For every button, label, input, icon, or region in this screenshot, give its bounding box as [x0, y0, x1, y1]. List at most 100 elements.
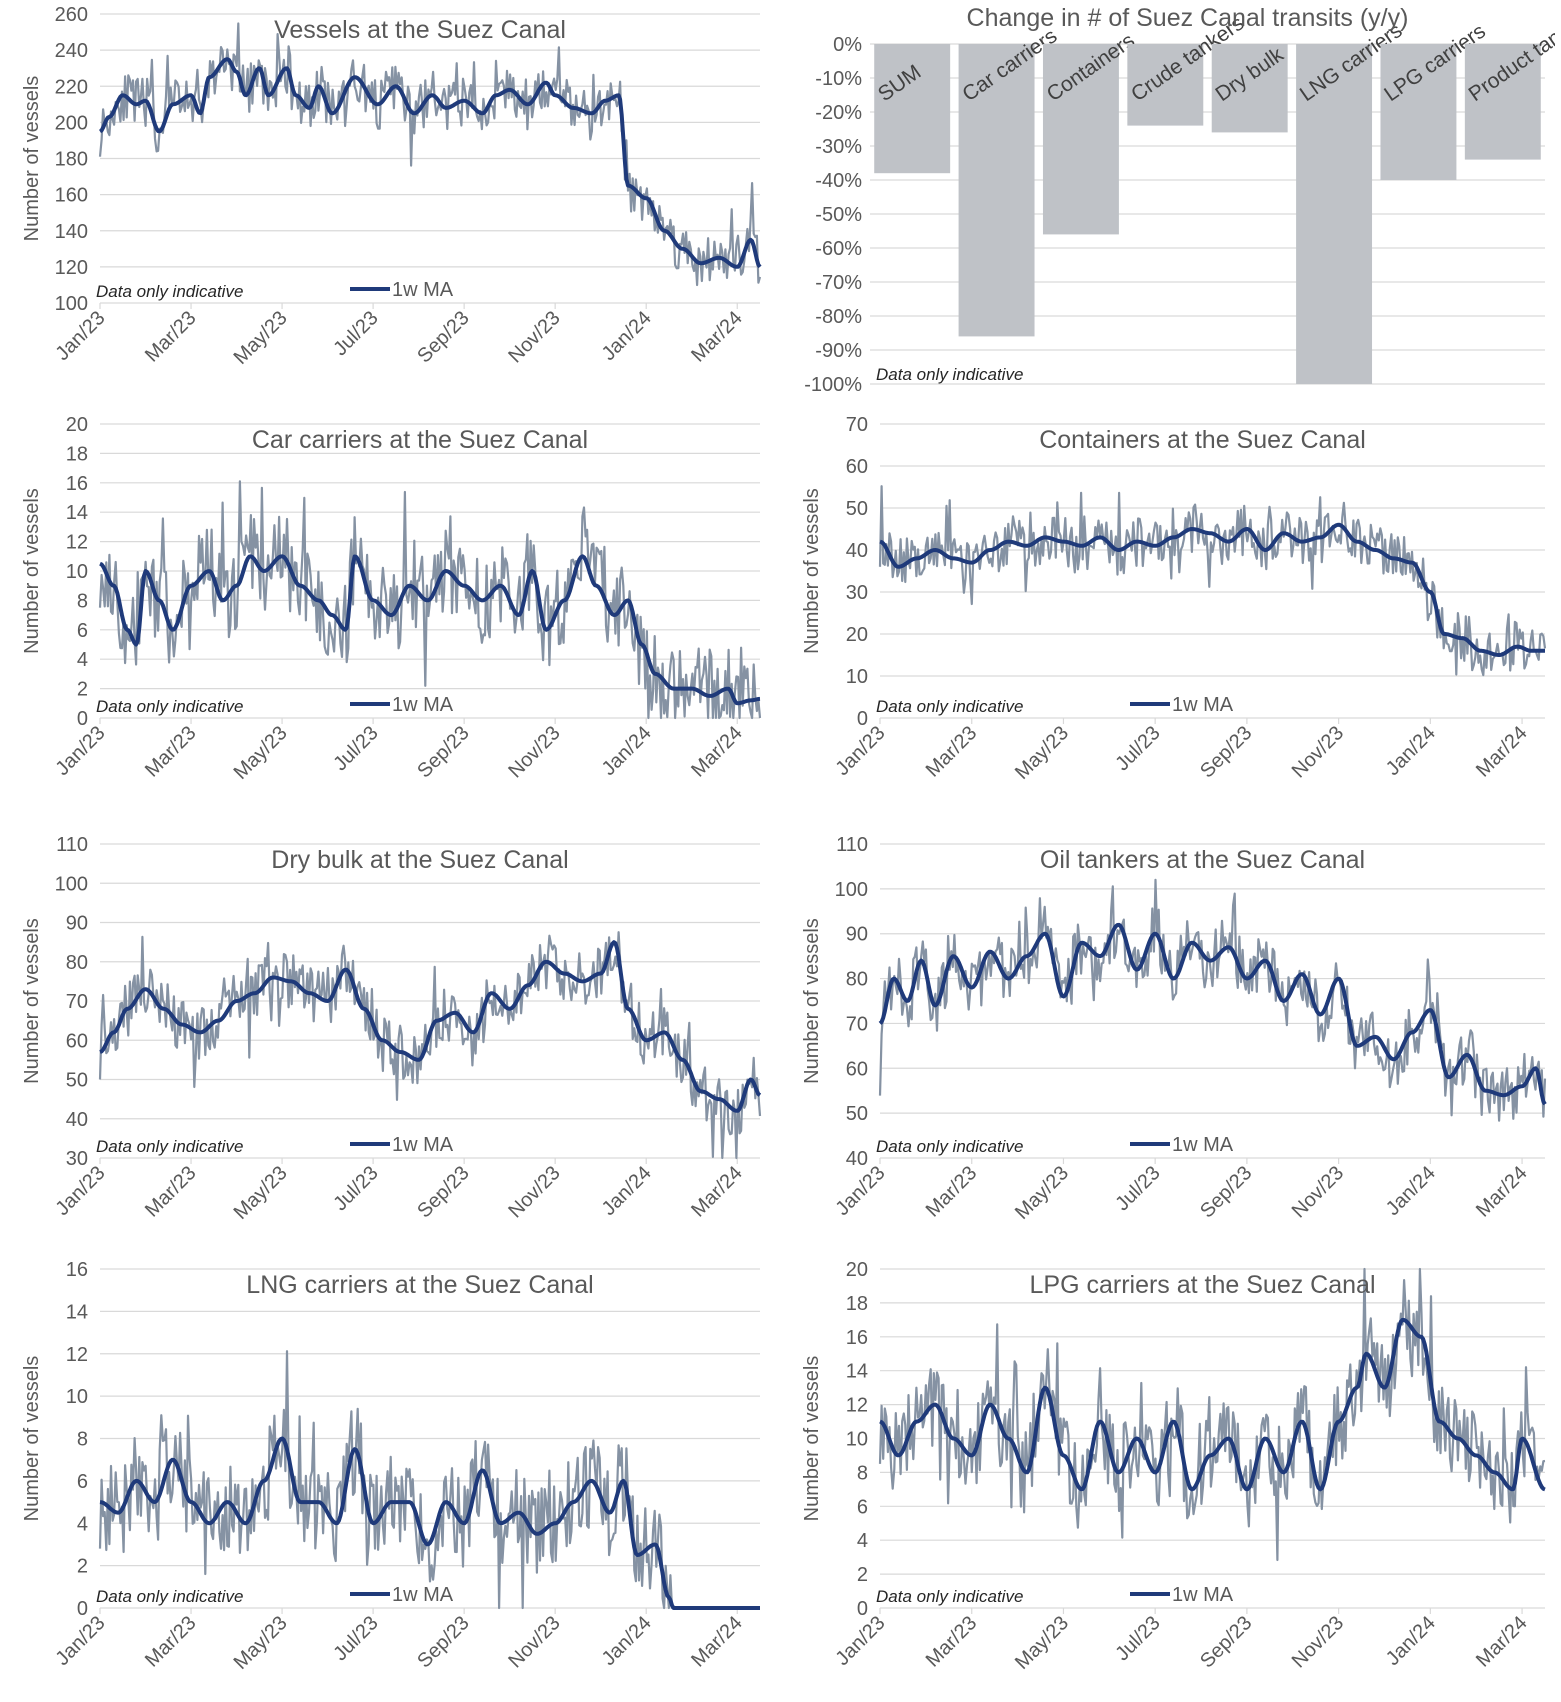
- y-tick-label: -40%: [815, 170, 862, 192]
- y-tick-label: 80: [846, 969, 868, 991]
- x-tick-label: Mar/24: [687, 722, 747, 782]
- legend-label: 1w MA: [392, 694, 454, 716]
- y-tick-label: 14: [66, 1301, 88, 1323]
- bar: [1464, 44, 1541, 160]
- legend-label: 1w MA: [1172, 1584, 1234, 1606]
- x-tick-label: Jul/23: [329, 1162, 382, 1215]
- bar: [1296, 44, 1373, 384]
- x-tick-label: Sep/23: [413, 722, 473, 782]
- y-tick-label: 14: [66, 502, 88, 524]
- y-tick-label: 16: [846, 1327, 868, 1349]
- x-tick-label: Mar/23: [141, 1162, 201, 1222]
- y-tick-label: 20: [66, 414, 88, 436]
- y-tick-label: 60: [846, 456, 868, 478]
- x-tick-label: May/23: [230, 1162, 292, 1224]
- chart-containers: 0 10 20 30 40 50 60 70 Jan/23 Mar/23 May/23 Jul/23 S…: [801, 414, 1547, 784]
- y-tick-label: 4: [857, 1530, 868, 1552]
- chart-title: Vessels at the Suez Canal: [274, 16, 566, 44]
- chart-dry-bulk: 30 40 50 60 70 80 90 100 110 Jan/23 Mar/23 May/23 Ju…: [21, 834, 762, 1224]
- x-tick-label: May/23: [1011, 1162, 1073, 1224]
- x-tick-label: Mar/23: [922, 1162, 982, 1222]
- x-tick-label: Sep/23: [1196, 1612, 1256, 1672]
- data-note: Data only indicative: [876, 1587, 1023, 1606]
- bar: [1042, 44, 1119, 235]
- ma-series-line: [878, 922, 1547, 1106]
- y-tick-label: 200: [55, 112, 88, 134]
- panel-transit-change: 0% -10% -20% -30% -40% -50% -60% -70% -80% -90% -1…: [780, 0, 1555, 400]
- panel-vessels: 100 120 140 160 180 200 220 240 260 Jan/23 Mar/23 M…: [0, 0, 770, 395]
- chart-car-carriers: 0 2 4 6 8 10 12 14 16 18 20 Jan/23 Mar/23 May/23 Jul/2…: [21, 414, 762, 784]
- chart-title: Dry bulk at the Suez Canal: [271, 846, 568, 874]
- y-tick-label: 100: [55, 873, 88, 895]
- x-tick-label: Sep/23: [413, 1162, 473, 1222]
- x-tick-label: May/23: [230, 307, 292, 369]
- x-tick-label: Nov/23: [504, 1612, 564, 1672]
- daily-series-line: [878, 1267, 1546, 1562]
- data-note: Data only indicative: [96, 1587, 243, 1606]
- y-tick-label: 8: [77, 590, 88, 612]
- x-tick-label: Mar/23: [141, 307, 201, 367]
- x-tick-label: Mar/24: [687, 307, 747, 367]
- x-tick-label: Jul/23: [1111, 1612, 1164, 1665]
- x-tick-label: May/23: [1011, 722, 1073, 784]
- x-tick-label: Jul/23: [329, 307, 382, 360]
- y-tick-label: 10: [66, 561, 88, 583]
- x-tick-label: Mar/24: [687, 1612, 747, 1672]
- x-tick-label: Nov/23: [1288, 722, 1348, 782]
- x-tick-label: May/23: [1011, 1612, 1073, 1674]
- y-tick-label: 0: [857, 708, 868, 730]
- y-tick-label: -20%: [815, 102, 862, 124]
- y-tick-label: 30: [66, 1148, 88, 1170]
- x-tick-label: Sep/23: [1196, 722, 1256, 782]
- x-tick-label: Jan/24: [1382, 722, 1440, 780]
- y-tick-label: 260: [55, 4, 88, 26]
- x-tick-label: Jan/23: [52, 307, 110, 365]
- y-tick-label: -50%: [815, 204, 862, 226]
- x-tick-label: Nov/23: [504, 722, 564, 782]
- y-tick-label: 50: [66, 1070, 88, 1092]
- y-tick-label: 120: [55, 257, 88, 279]
- y-tick-label: 240: [55, 40, 88, 62]
- data-note: Data only indicative: [876, 1137, 1023, 1156]
- x-tick-label: Nov/23: [504, 1162, 564, 1222]
- x-tick-label: Jan/24: [598, 1612, 656, 1670]
- bar: [958, 44, 1035, 337]
- daily-series-line: [98, 1350, 760, 1610]
- ma-series-line: [879, 1317, 1546, 1492]
- panel-oil-tankers: 40 50 60 70 80 90 100 110 Jan/23 Mar/23 May/23 Jul/…: [780, 830, 1555, 1250]
- ma-series-line: [879, 522, 1546, 657]
- y-tick-label: 30: [846, 582, 868, 604]
- x-tick-label: Jan/23: [832, 722, 890, 780]
- y-tick-label: 60: [846, 1058, 868, 1080]
- bar: [1380, 44, 1457, 180]
- y-tick-label: 18: [66, 443, 88, 465]
- ma-series-line: [99, 940, 762, 1113]
- x-tick-label: Jul/23: [329, 722, 382, 775]
- data-note: Data only indicative: [96, 697, 243, 716]
- y-tick-label: 4: [77, 1513, 88, 1535]
- y-tick-label: 100: [55, 293, 88, 315]
- daily-series-line: [98, 931, 762, 1160]
- x-tick-label: Mar/23: [141, 1612, 201, 1672]
- panel-containers: 0 10 20 30 40 50 60 70 Jan/23 Mar/23 May/23 Jul/23 S…: [780, 410, 1555, 810]
- daily-series-line: [878, 485, 1547, 677]
- y-tick-label: -60%: [815, 238, 862, 260]
- y-axis-title: Number of vessels: [21, 1356, 43, 1522]
- x-tick-label: Jan/23: [832, 1612, 890, 1670]
- y-tick-label: 10: [66, 1386, 88, 1408]
- chart-oil-tankers: 40 50 60 70 80 90 100 110 Jan/23 Mar/23 May/23 Jul/…: [801, 834, 1547, 1224]
- y-tick-label: 12: [846, 1395, 868, 1417]
- x-tick-label: Sep/23: [413, 307, 473, 367]
- x-tick-label: Nov/23: [504, 307, 564, 367]
- data-note: Data only indicative: [876, 365, 1023, 384]
- data-note: Data only indicative: [96, 1137, 243, 1156]
- daily-series-line: [878, 878, 1547, 1122]
- data-note: Data only indicative: [96, 282, 243, 301]
- y-axis-title: Number of vessels: [21, 488, 43, 654]
- x-tick-label: Jan/24: [1382, 1612, 1440, 1670]
- y-tick-label: 8: [77, 1429, 88, 1451]
- y-tick-label: 2: [77, 679, 88, 701]
- y-tick-label: -80%: [815, 306, 862, 328]
- legend-label: 1w MA: [392, 1584, 454, 1606]
